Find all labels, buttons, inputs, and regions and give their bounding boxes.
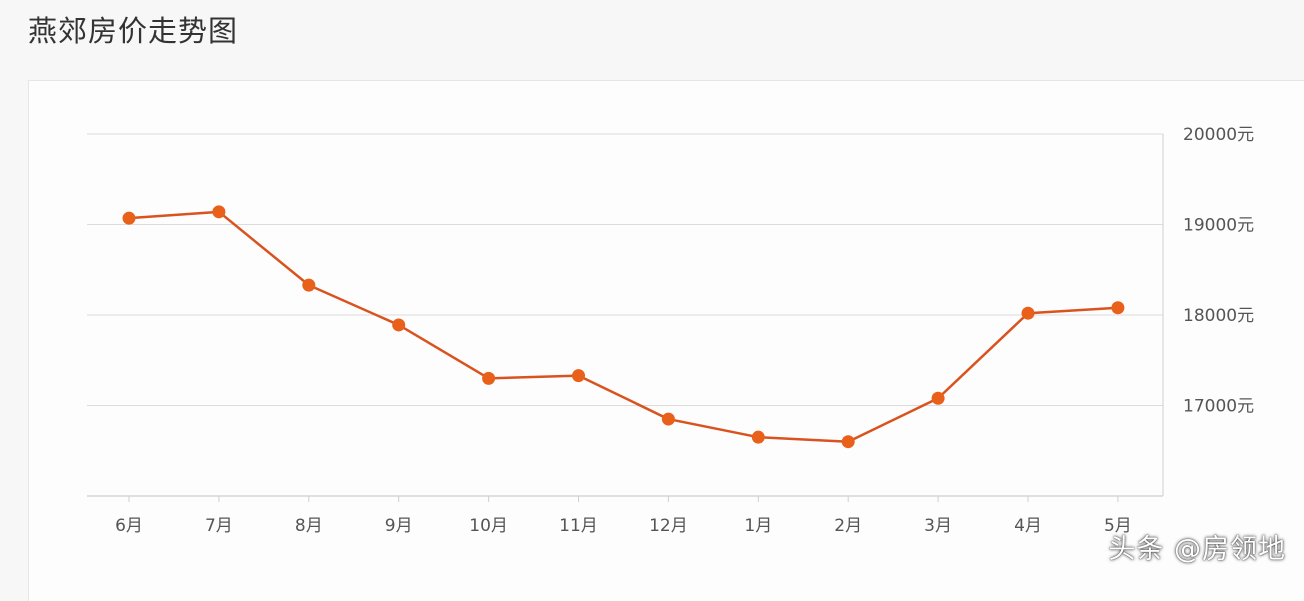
data-point [931,391,945,405]
x-tick-label: 4月 [1014,516,1042,536]
x-tick-label: 7月 [205,516,233,536]
grid-lines [87,133,1163,406]
data-point [302,278,316,292]
watermark: 头条 @房领地 [1108,534,1286,565]
series-price [122,205,1125,449]
x-tick-label: 12月 [649,516,688,536]
data-point [751,430,765,444]
x-tick-label: 2月 [834,516,862,536]
data-point [1111,301,1125,315]
x-tick-label: 5月 [1104,516,1132,536]
series-line [128,210,1118,443]
x-tick-label: 3月 [924,516,952,536]
x-tick-label: 1月 [744,516,772,536]
x-tick-label: 9月 [385,516,413,536]
x-tick-label: 11月 [559,516,598,536]
data-point [572,369,585,383]
y-tick-labels: 17000元 18000元 19000元 20000元 [1183,125,1254,417]
axes [87,134,1164,502]
y-tick-label: 18000元 [1183,306,1254,326]
page-title: 燕郊房价走势图 [28,14,239,48]
data-point [122,211,136,225]
data-point [212,205,226,219]
x-tick-label: 8月 [295,516,323,536]
chart-panel: 17000元 18000元 19000元 20000元 6月 7月 8月 9月 10月 11月 1… [28,80,1304,601]
data-point [1021,306,1035,320]
x-tick-label: 10月 [469,516,508,536]
y-tick-label: 20000元 [1183,125,1254,145]
y-tick-label: 19000元 [1183,216,1254,236]
data-point [661,412,675,426]
x-tick-labels: 6月 7月 8月 9月 10月 11月 12月 1月 2月 3月 4月 5月 [115,516,1132,536]
price-trend-chart: 17000元 18000元 19000元 20000元 6月 7月 8月 9月 10月 11月 1… [87,125,1254,536]
x-tick-label: 6月 [115,516,143,536]
data-point [841,435,855,449]
data-point [392,318,406,332]
data-point [482,371,496,385]
y-tick-label: 17000元 [1183,397,1254,417]
